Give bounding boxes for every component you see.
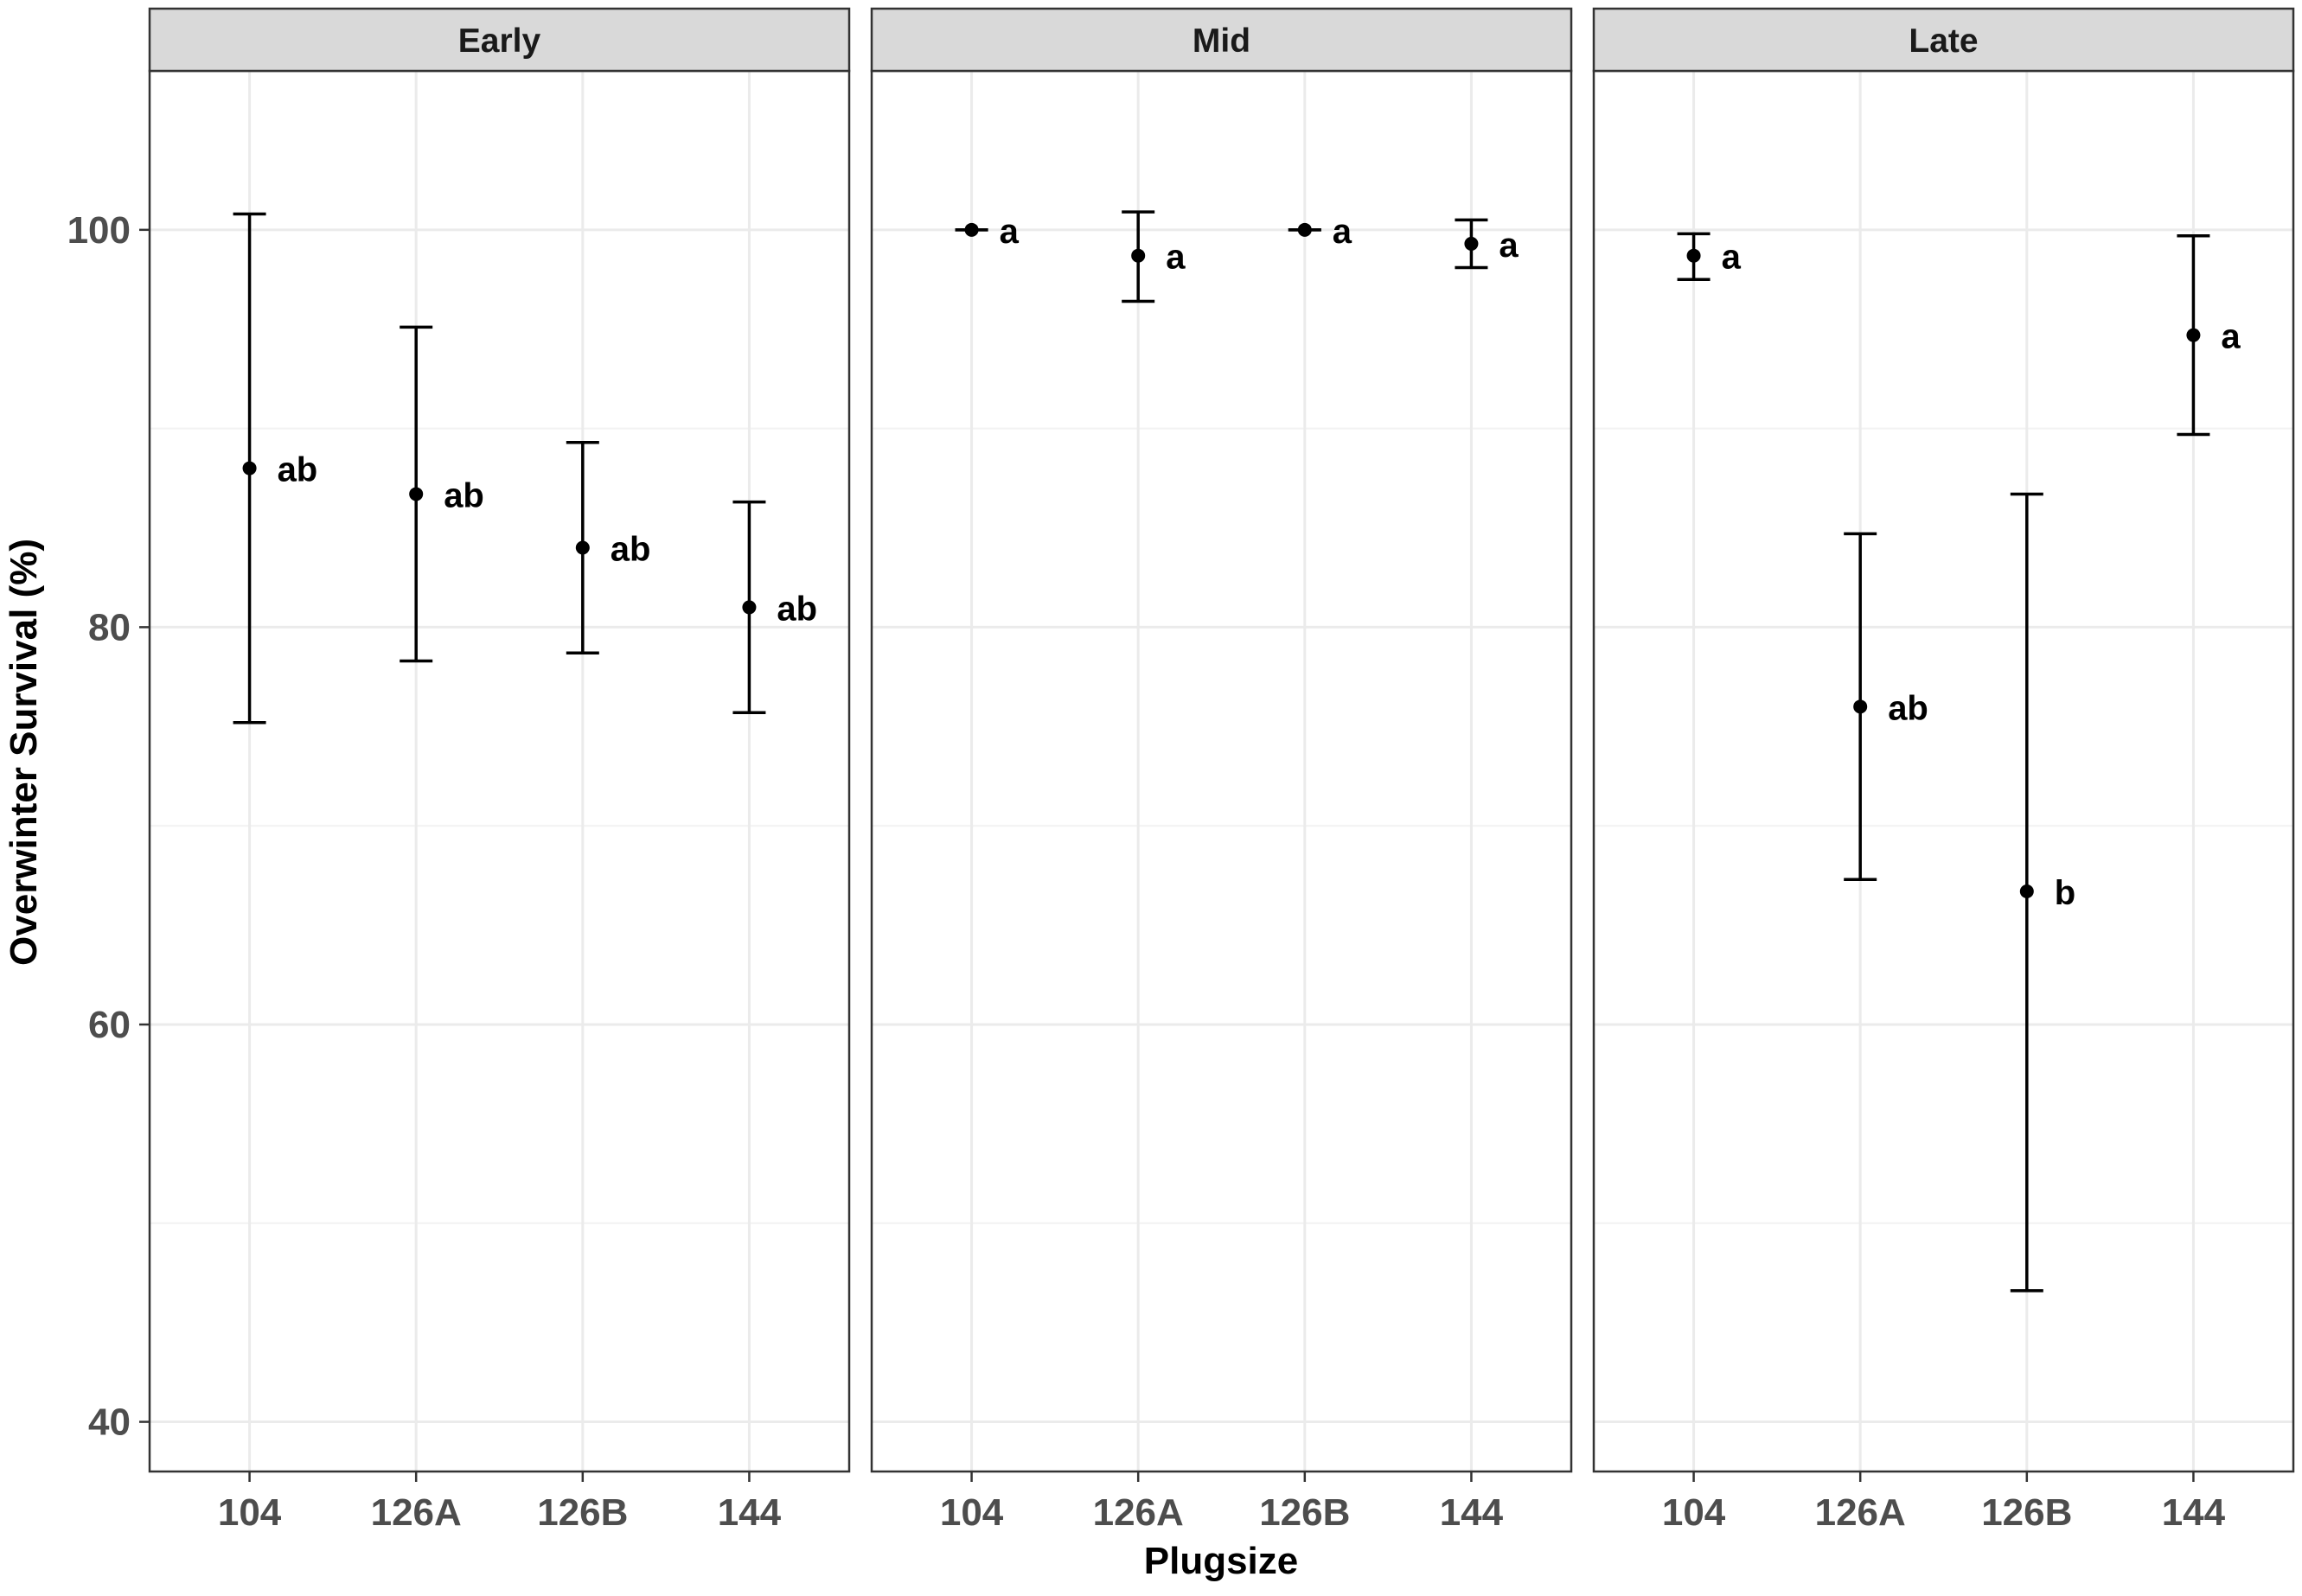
data-point [1464,236,1479,251]
y-tick-label: 100 [67,209,131,252]
x-tick-label: 144 [1440,1491,1504,1534]
x-tick-label: 144 [718,1491,782,1534]
x-tick-label: 104 [1662,1491,1726,1534]
significance-label: ab [1888,689,1928,727]
data-point [1297,222,1312,237]
significance-label: b [2055,874,2075,912]
y-tick-label: 40 [88,1401,131,1444]
data-point [1853,699,1868,714]
data-point [242,461,257,476]
facet-panel-mid: Mid 104 126A 126B 144 a a a a [870,7,1573,1534]
significance-label: ab [777,590,817,628]
data-point [742,600,757,615]
facet-strip-label: Late [1909,22,1978,60]
facet-strip-label: Mid [1193,22,1250,60]
x-tick-label: 126A [1093,1491,1184,1534]
x-tick-label: 126B [1259,1491,1350,1534]
panel-background [872,71,1571,1472]
data-point [1686,248,1701,263]
significance-label: a [1722,239,1742,277]
facet-strip [148,7,851,73]
facet-strip [870,7,1573,73]
significance-label: a [1166,239,1186,277]
panel-background [1594,71,2293,1472]
significance-label: a [1000,213,1020,251]
x-tick-label: 126A [371,1491,462,1534]
data-point [2019,884,2034,899]
data-point [575,540,590,555]
x-tick-label: 104 [940,1491,1004,1534]
significance-label: a [2221,318,2241,356]
significance-label: a [1499,227,1519,265]
significance-label: ab [444,476,484,514]
y-tick-label: 80 [88,606,131,648]
facet-panel-early: Early 104 126A 126B 144 ab ab ab ab [148,7,851,1534]
significance-label: ab [611,530,651,568]
significance-label: a [1333,213,1352,251]
y-tick-label: 60 [88,1004,131,1046]
x-tick-label: 126B [1981,1491,2072,1534]
x-tick-label: 144 [2162,1491,2226,1534]
x-axis-title: Plugsize [1144,1540,1299,1582]
x-tick-label: 126A [1815,1491,1906,1534]
data-point [1131,248,1146,263]
x-tick-label: 104 [218,1491,282,1534]
x-tick-label: 126B [537,1491,628,1534]
facet-panel-late: Late 104 126A 126B 144 a ab b a [1592,7,2295,1534]
facet-strip [1592,7,2295,73]
data-point [964,222,979,237]
y-axis-title: Overwinter Survival (%) [3,539,45,966]
significance-label: ab [278,451,318,489]
facet-strip-label: Early [458,22,541,60]
data-point [409,487,424,501]
y-axis: 40 60 80 100 [67,209,150,1444]
panel-background [150,71,849,1472]
data-point [2186,328,2201,342]
